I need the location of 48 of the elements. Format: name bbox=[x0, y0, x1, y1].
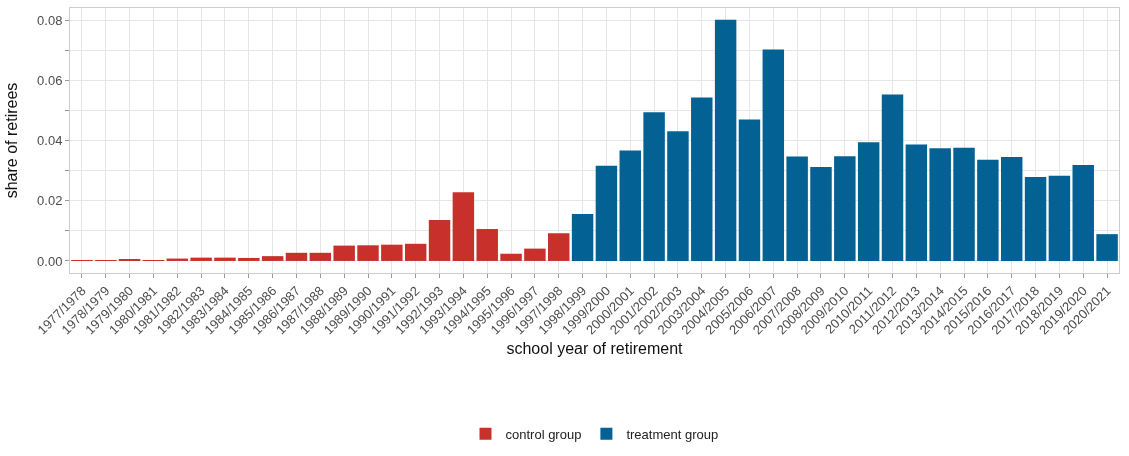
bar bbox=[214, 257, 236, 261]
y-axis-title: share of retirees bbox=[2, 82, 20, 199]
bar bbox=[857, 142, 880, 261]
bar bbox=[428, 220, 451, 261]
bar bbox=[333, 245, 355, 261]
bar bbox=[619, 150, 641, 261]
bar bbox=[524, 248, 546, 261]
bar bbox=[691, 97, 713, 261]
bar bbox=[500, 253, 522, 261]
bar bbox=[1048, 175, 1071, 261]
y-tick-label: 0.02 bbox=[37, 193, 63, 209]
bar bbox=[786, 156, 808, 261]
bar bbox=[905, 144, 928, 261]
bar bbox=[309, 252, 332, 261]
y-tick-label: 0.00 bbox=[37, 253, 63, 269]
bar bbox=[834, 156, 856, 261]
y-tick-label: 0.04 bbox=[37, 133, 63, 149]
y-tick-label: 0.06 bbox=[37, 72, 63, 88]
bar bbox=[1024, 176, 1047, 261]
bar bbox=[977, 159, 999, 261]
x-axis-title: school year of retirement bbox=[506, 339, 684, 357]
bar bbox=[404, 243, 427, 261]
bar bbox=[1000, 157, 1023, 261]
bar bbox=[738, 119, 761, 261]
bar bbox=[667, 131, 689, 261]
bar bbox=[190, 257, 212, 261]
bar bbox=[285, 252, 308, 261]
bar bbox=[452, 192, 475, 261]
legend-label: treatment group bbox=[626, 426, 719, 442]
bar bbox=[762, 49, 785, 261]
bar bbox=[929, 148, 951, 261]
bar bbox=[953, 147, 975, 261]
bar bbox=[357, 245, 379, 261]
bar bbox=[261, 256, 284, 261]
legend-label: control group bbox=[505, 426, 582, 442]
bar bbox=[571, 213, 594, 261]
bar bbox=[476, 229, 498, 261]
y-tick-label: 0.08 bbox=[37, 12, 63, 28]
bar bbox=[1072, 164, 1094, 261]
bar bbox=[810, 167, 832, 261]
bar bbox=[881, 94, 904, 261]
bar bbox=[381, 244, 403, 261]
bar bbox=[643, 112, 665, 261]
bar bbox=[714, 19, 737, 261]
bar bbox=[238, 257, 260, 261]
bar bbox=[548, 233, 570, 261]
bar bbox=[1096, 234, 1118, 261]
bar bbox=[595, 165, 618, 261]
